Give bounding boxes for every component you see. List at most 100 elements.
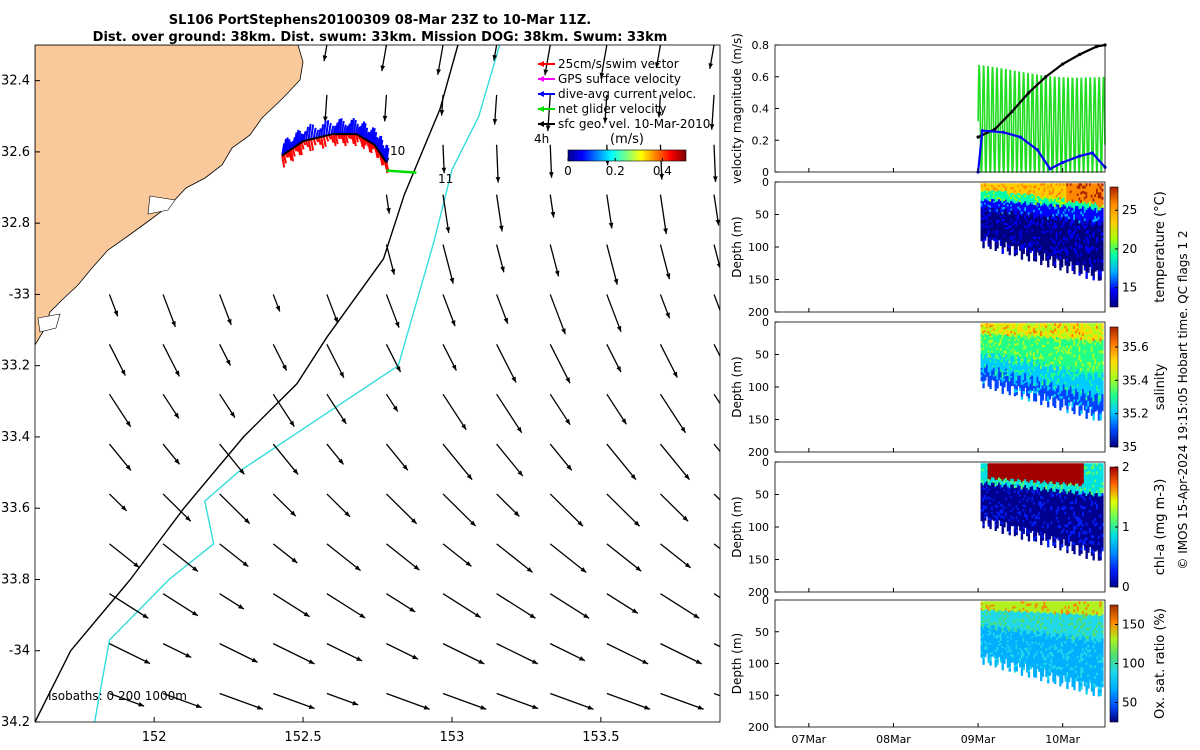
profile-cell: [1085, 373, 1088, 378]
profile-cell: [1069, 190, 1073, 194]
profile-cell: [1024, 329, 1027, 333]
profile-cell: [1073, 385, 1076, 389]
profile-cell: [994, 195, 997, 199]
profile-cell: [989, 368, 992, 371]
profile-cell: [1013, 214, 1017, 218]
profile-cell: [1052, 247, 1055, 251]
profile-cell: [1083, 210, 1087, 214]
profile-cell: [1043, 202, 1046, 206]
profile-cell: [1078, 197, 1081, 202]
profile-cell: [1059, 347, 1062, 352]
profile-cell: [1034, 330, 1038, 334]
profile-cell: [998, 213, 1001, 216]
profile-cell: [1006, 219, 1010, 222]
profile-cell: [1078, 269, 1081, 273]
profile-cell: [1050, 345, 1053, 349]
profile-cell: [1089, 393, 1092, 397]
profile-cell: [1094, 339, 1097, 344]
profile-cell: [1073, 225, 1076, 230]
profile-cell: [1059, 231, 1062, 236]
profile-cell: [1038, 385, 1041, 389]
profile-cell: [1045, 349, 1048, 353]
profile-cell: [987, 202, 990, 206]
profile-cell: [1097, 371, 1101, 376]
profile-cell: [1055, 190, 1059, 194]
velocity-arrowhead: [338, 458, 344, 465]
profile-cell: [1090, 206, 1094, 210]
profile-cell: [1069, 337, 1073, 341]
profile-cell: [1040, 363, 1043, 368]
profile-cell: [1097, 201, 1101, 206]
profile-cell: [1064, 234, 1067, 238]
profile-cell: [1064, 369, 1067, 373]
velocity-arrowhead: [599, 72, 605, 79]
profile-cell: [1041, 204, 1045, 208]
profile-cell: [1001, 358, 1004, 362]
profile-cell: [1073, 253, 1076, 258]
profile-cell: [1050, 339, 1053, 343]
velocity-arrowhead: [682, 515, 689, 522]
profile-cell: [1096, 353, 1099, 357]
profile-cell: [1085, 376, 1088, 381]
profile-cell: [1047, 248, 1050, 252]
profile-cell: [999, 336, 1003, 340]
profile-cell: [1068, 183, 1071, 187]
profile-cell: [1006, 346, 1010, 350]
profile-cell: [1082, 256, 1085, 261]
profile-cell: [1034, 185, 1038, 189]
profile-cell: [1001, 224, 1004, 228]
profile-cell: [1031, 214, 1034, 218]
profile-cell: [1083, 264, 1087, 268]
profile-cell: [1005, 223, 1008, 226]
profile-cell: [1078, 237, 1081, 242]
profile-cell: [1071, 385, 1074, 390]
profile-cell: [1082, 213, 1085, 217]
profile-cell: [1097, 410, 1101, 415]
velocity-arrowhead: [227, 318, 232, 325]
velocity-arrowhead: [195, 703, 202, 708]
profile-cell: [994, 189, 997, 193]
velocity-arrow: [496, 692, 539, 710]
profile-cell: [1017, 335, 1020, 338]
profile-cell: [1089, 351, 1092, 356]
profile-cell: [1054, 225, 1057, 229]
profile-cell: [989, 238, 992, 241]
profile-cell: [1013, 332, 1017, 336]
profile-cell: [1057, 250, 1060, 254]
profile-cell: [1094, 199, 1097, 204]
profile-cell: [1026, 194, 1029, 198]
profile-cell: [984, 358, 987, 362]
profile-cell: [1029, 374, 1032, 378]
profile-cell: [1057, 235, 1060, 239]
profile-cell: [1012, 350, 1015, 353]
profile-cell: [1054, 333, 1057, 338]
profile-cell: [989, 223, 992, 227]
profile-cell: [1054, 331, 1057, 335]
profile-cell: [1055, 232, 1059, 236]
profile-cell: [1050, 379, 1053, 383]
profile-cell: [1022, 235, 1025, 239]
profile-cell: [1047, 209, 1050, 213]
velocity-arrowhead: [451, 364, 457, 371]
profile-cell: [1052, 252, 1055, 256]
velocity-arrowhead: [697, 705, 704, 710]
profile-cell: [1082, 236, 1085, 240]
profile-cell: [998, 323, 1001, 326]
profile-cell: [1020, 389, 1024, 393]
profile-cell: [1083, 204, 1087, 209]
profile-cell: [1005, 216, 1008, 219]
profile-cell: [1062, 358, 1066, 362]
profile-cell: [991, 347, 994, 351]
profile-cell: [984, 220, 987, 223]
profile-cell: [1069, 243, 1073, 247]
profile-cell: [1061, 243, 1064, 247]
profile-cell: [1008, 210, 1011, 213]
profile-cell: [1062, 351, 1066, 355]
profile-cell: [1083, 377, 1087, 381]
profile-cell: [1015, 374, 1018, 378]
profile-cell: [1027, 393, 1031, 397]
velocity-arrow: [660, 643, 703, 665]
profile-cell: [1062, 206, 1066, 210]
profile-cell: [1031, 381, 1034, 385]
